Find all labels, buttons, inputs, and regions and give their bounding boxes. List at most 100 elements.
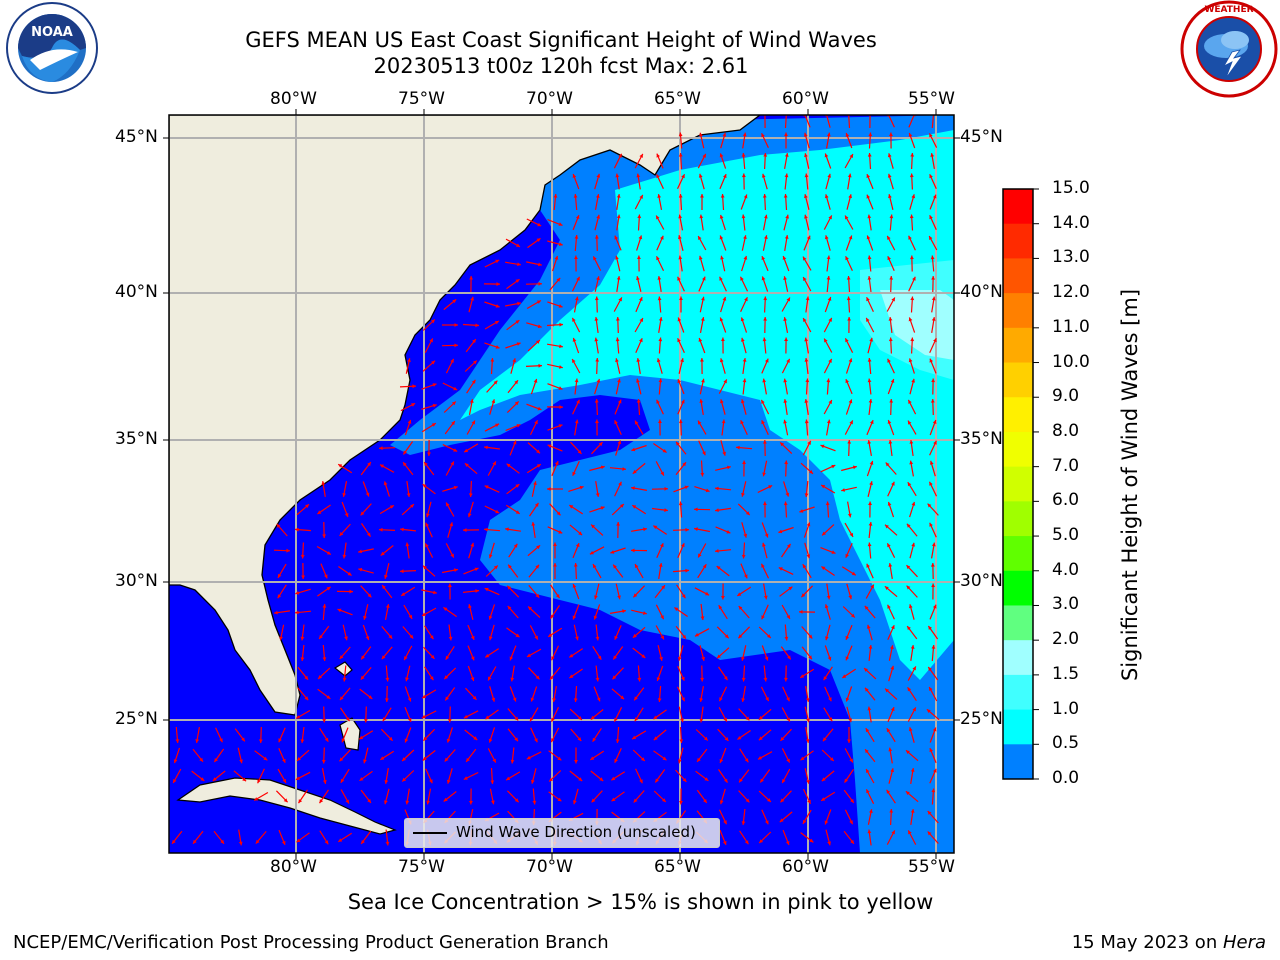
wave-direction-arrowhead xyxy=(763,153,768,157)
wave-direction-arrowhead xyxy=(454,568,458,572)
wave-direction-arrowhead xyxy=(767,634,771,638)
colorbar-tick-label: 13.0 xyxy=(1052,247,1090,268)
wave-direction-arrowhead xyxy=(463,528,467,532)
wave-direction-arrow xyxy=(848,115,851,129)
wave-direction-arrowhead xyxy=(912,666,916,671)
wave-direction-arrowhead xyxy=(933,440,937,445)
wave-direction-arrowhead xyxy=(631,548,635,553)
wave-direction-arrowhead xyxy=(743,533,748,538)
wave-direction-arrowhead xyxy=(281,840,286,845)
wave-direction-arrowhead xyxy=(804,214,808,219)
wave-direction-arrowhead xyxy=(783,378,788,383)
wave-direction-arrowhead xyxy=(865,728,870,733)
wave-direction-arrowhead xyxy=(700,358,704,362)
wave-direction-arrowhead xyxy=(783,276,787,280)
wave-direction-arrowhead xyxy=(558,304,563,308)
wave-direction-arrowhead xyxy=(889,214,894,219)
wave-direction-arrowhead xyxy=(639,318,643,322)
wave-direction-arrowhead xyxy=(889,809,894,813)
wave-direction-arrowhead xyxy=(615,255,619,260)
wave-direction-arrowhead xyxy=(867,276,872,280)
wave-direction-arrowhead xyxy=(885,462,890,467)
wave-direction-arrowhead xyxy=(513,543,518,548)
wave-direction-arrowhead xyxy=(741,399,745,404)
wave-direction-arrowhead xyxy=(906,585,911,590)
wave-direction-arrowhead xyxy=(784,677,788,682)
wave-direction-arrowhead xyxy=(613,564,617,569)
wave-direction-arrowhead xyxy=(575,636,579,641)
wave-direction-arrowhead xyxy=(909,214,914,219)
wave-direction-arrowhead xyxy=(429,338,433,343)
wave-direction-arrowhead xyxy=(886,789,891,794)
wave-direction-arrowhead xyxy=(595,358,600,362)
wave-direction-arrowhead xyxy=(929,748,933,753)
wave-direction-arrowhead xyxy=(535,564,540,569)
wave-direction-arrowhead xyxy=(761,173,766,178)
wave-direction-arrowhead xyxy=(682,778,687,782)
wave-direction-arrowhead xyxy=(849,758,853,763)
wave-direction-arrowhead xyxy=(472,695,477,700)
wave-direction-arrowhead xyxy=(407,419,412,424)
wave-direction-arrowhead xyxy=(558,242,563,246)
wave-direction-arrowhead xyxy=(786,543,791,548)
wave-direction-arrowhead xyxy=(721,419,726,424)
wave-direction-arrowhead xyxy=(765,820,769,825)
wave-direction-arrowhead xyxy=(908,235,912,240)
wave-direction-arrowhead xyxy=(783,419,787,424)
wave-direction-arrowhead xyxy=(788,586,793,591)
wave-direction-arrowhead xyxy=(726,530,731,534)
wave-direction-arrowhead xyxy=(869,809,873,813)
wave-direction-arrowhead xyxy=(866,789,870,794)
wave-direction-arrowhead xyxy=(559,405,563,409)
wave-direction-arrowhead xyxy=(427,452,431,456)
wave-direction-arrowhead xyxy=(678,153,683,157)
wave-direction-arrowhead xyxy=(594,595,598,600)
wave-direction-arrowhead xyxy=(342,493,346,497)
wave-direction-arrowhead xyxy=(531,522,536,526)
wave-direction-arrowhead xyxy=(470,542,475,547)
land-cuba xyxy=(176,777,397,835)
wave-direction-arrowhead xyxy=(616,194,621,198)
wave-direction-arrowhead xyxy=(530,717,534,722)
wave-direction-arrowhead xyxy=(867,153,872,157)
wave-direction-arrowhead xyxy=(826,132,831,137)
wave-direction-arrowhead xyxy=(845,133,850,137)
wave-direction-arrowhead xyxy=(613,655,617,660)
wave-direction-arrowhead xyxy=(809,838,814,843)
wave-direction-arrowhead xyxy=(867,358,872,362)
wave-direction-arrowhead xyxy=(277,573,282,578)
wave-direction-arrowhead xyxy=(295,527,299,532)
wave-direction-arrowhead xyxy=(385,841,390,846)
wave-direction-arrowhead xyxy=(432,403,437,408)
wave-direction-arrowhead xyxy=(804,173,809,178)
wave-direction-arrowhead xyxy=(678,501,683,506)
wave-direction-arrowhead xyxy=(929,522,933,527)
wave-direction-arrow xyxy=(784,115,787,129)
map-frame xyxy=(168,114,955,854)
wave-direction-arrowhead xyxy=(803,277,807,281)
wave-direction-arrowhead xyxy=(445,696,449,701)
wave-direction-arrowhead xyxy=(907,687,912,692)
wave-direction-arrowhead xyxy=(444,675,449,680)
wave-direction-arrowhead xyxy=(931,296,936,301)
wave-direction-arrowhead xyxy=(719,276,723,281)
wave-direction-arrowhead xyxy=(430,655,435,659)
wave-direction-arrowhead xyxy=(454,323,458,327)
wave-direction-arrowhead xyxy=(778,567,783,571)
wave-direction-arrowhead xyxy=(576,399,580,404)
wave-direction-arrowhead xyxy=(677,338,681,343)
wave-direction-arrowhead xyxy=(889,276,894,280)
wave-direction-arrowhead xyxy=(910,153,915,157)
wave-direction-arrowhead xyxy=(719,759,724,763)
wave-direction-arrowhead xyxy=(450,358,454,363)
wave-direction-arrowhead xyxy=(614,420,618,425)
wave-direction-arrowhead xyxy=(547,444,552,448)
wave-direction-arrowhead xyxy=(888,747,893,752)
wave-direction-arrowhead xyxy=(906,565,911,570)
wave-direction-arrowhead xyxy=(451,401,456,406)
wave-direction-arrowhead xyxy=(193,839,197,844)
wave-direction-arrowhead xyxy=(869,337,873,342)
wave-direction-arrowhead xyxy=(640,757,645,761)
wave-direction-arrowhead xyxy=(507,585,512,590)
lat-label-left: 40°N xyxy=(115,282,158,302)
